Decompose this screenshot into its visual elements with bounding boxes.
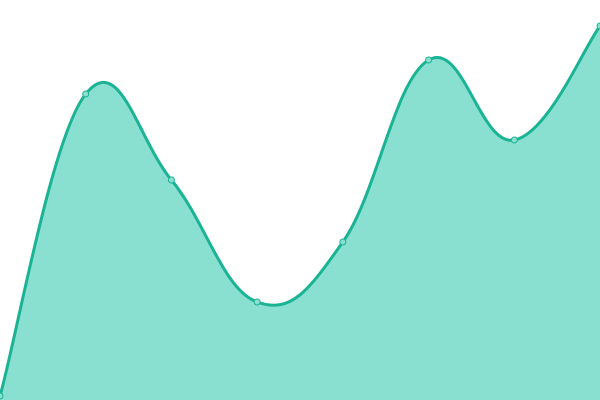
data-point-0	[0, 392, 4, 400]
data-point-6	[510, 136, 518, 144]
data-point-4	[339, 238, 347, 246]
data-point-2	[167, 176, 175, 184]
data-point-5	[425, 56, 433, 64]
data-point-1	[82, 90, 90, 98]
data-point-7	[596, 22, 600, 30]
data-point-3	[253, 298, 261, 306]
area-fill	[0, 26, 600, 400]
